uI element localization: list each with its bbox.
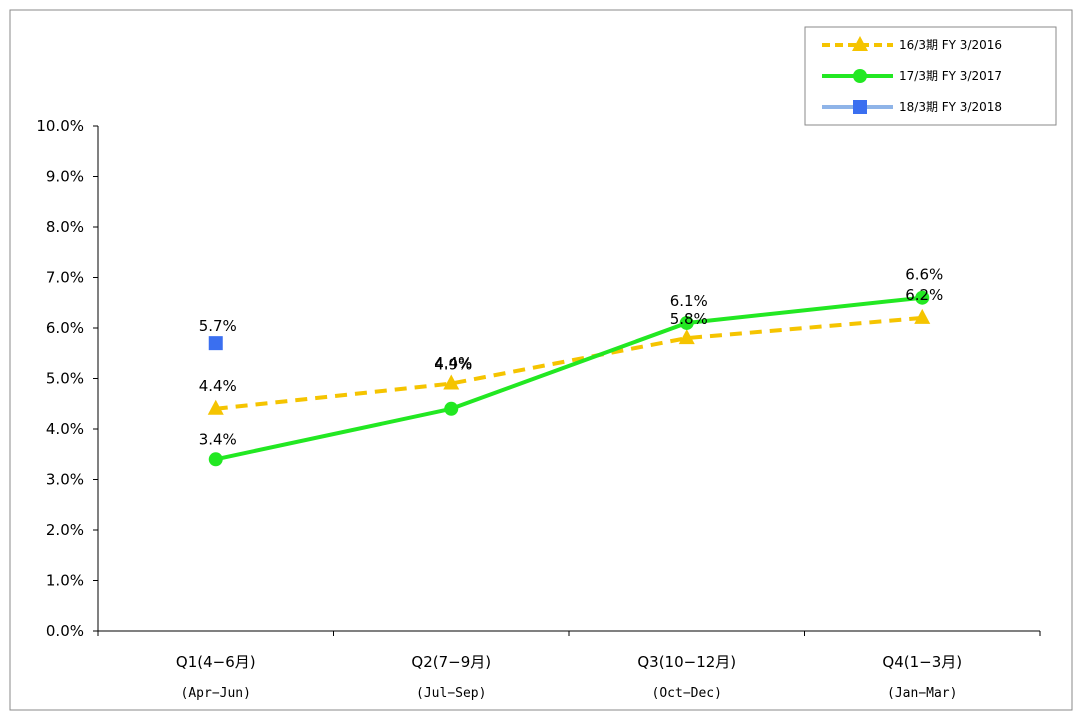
legend-marker <box>853 100 867 114</box>
data-label: 5.8% <box>670 310 708 328</box>
data-label: 6.2% <box>905 286 943 304</box>
series-layer <box>207 290 931 467</box>
data-point-marker <box>679 315 694 330</box>
data-label: 6.1% <box>670 292 708 310</box>
series-line <box>215 295 923 462</box>
x-subcategory-label: (Jul−Sep) <box>416 686 486 701</box>
chart-frame <box>9 9 1073 711</box>
y-tick-label: 0.0% <box>46 622 84 640</box>
data-point-marker <box>443 374 460 390</box>
y-tick-label: 1.0% <box>46 572 84 590</box>
y-tick-label: 4.0% <box>46 420 84 438</box>
data-label: 4.4% <box>434 354 472 372</box>
data-point-marker <box>207 399 224 415</box>
x-subcategory-label: (Apr−Jun) <box>181 686 251 701</box>
legend-label: 17/3期 FY 3/2017 <box>899 69 1002 83</box>
legend-marker <box>853 69 867 83</box>
data-point-marker <box>208 452 223 467</box>
x-category-label: Q4(1−3月) <box>882 653 962 671</box>
x-category-label: Q2(7−9月) <box>411 653 491 671</box>
y-axis: 0.0% 1.0% 2.0% 3.0% 4.0% 5.0% 6.0% 7.0% 8.0% 9.0%… <box>36 117 99 640</box>
data-point-marker <box>444 401 459 416</box>
data-point-marker <box>208 336 223 351</box>
y-tick-label: 10.0% <box>36 117 84 135</box>
legend-label: 16/3期 FY 3/2016 <box>899 38 1002 52</box>
legend-label: 18/3期 FY 3/2018 <box>899 100 1002 114</box>
data-label: 3.4% <box>199 430 237 448</box>
y-tick-label: 5.0% <box>46 370 84 388</box>
legend: 16/3期 FY 3/2016 17/3期 FY 3/2017 18/3期 FY 3… <box>804 26 1057 126</box>
x-subcategory-label: (Jan−Mar) <box>887 686 957 701</box>
y-tick-label: 6.0% <box>46 319 84 337</box>
x-category-label: Q3(10−12月) <box>637 653 736 671</box>
data-label: 6.6% <box>905 266 943 284</box>
x-category-label: Q1(4−6月) <box>176 653 256 671</box>
y-tick-label: 2.0% <box>46 521 84 539</box>
y-tick-label: 8.0% <box>46 218 84 236</box>
data-point-marker <box>915 290 930 305</box>
data-label: 4.9% <box>434 356 472 374</box>
data-point-marker <box>914 308 931 324</box>
x-axis: Q1(4−6月) Q2(7−9月) Q3(10−12月) Q4(1−3月) (Apr−J… <box>97 630 1041 701</box>
y-tick-label: 3.0% <box>46 471 84 489</box>
data-label: 4.4% <box>199 377 237 395</box>
data-labels: 4.4%4.9%5.8%6.2%3.4%4.4%6.1%6.6%5.7% <box>199 266 944 449</box>
legend-marker <box>852 36 868 51</box>
data-point-marker <box>678 329 695 345</box>
x-subcategory-label: (Oct−Dec) <box>652 686 722 701</box>
y-tick-label: 7.0% <box>46 269 84 287</box>
y-tick-label: 9.0% <box>46 168 84 186</box>
data-label: 5.7% <box>199 317 237 335</box>
